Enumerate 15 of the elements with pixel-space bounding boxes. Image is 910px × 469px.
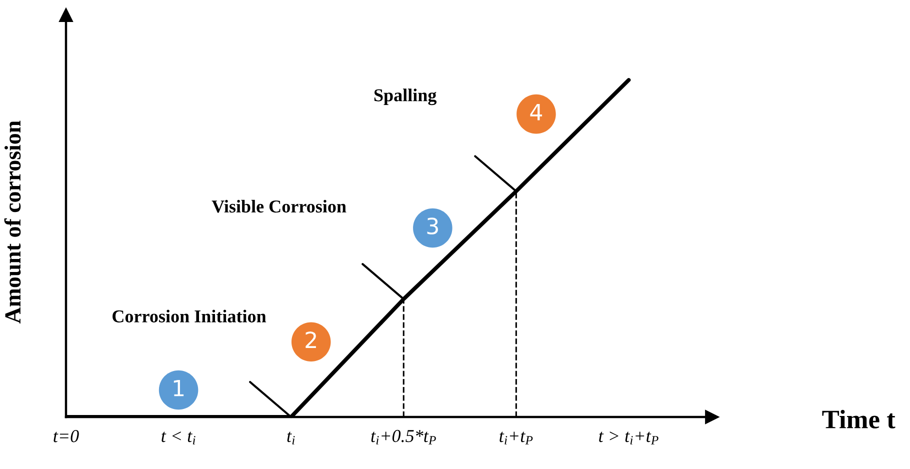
x-tick-label: t$_{i}$	[287, 432, 295, 444]
annotation: 3	[427, 218, 438, 234]
y-axis-title: Amount of corrosion	[4, 120, 21, 324]
annotation: 2	[306, 331, 316, 348]
annotation: 1	[174, 380, 184, 396]
x-tick-label: t > t$_{i}$+t$_{P}$	[599, 432, 658, 444]
annotation: Visible Corrosion	[212, 200, 346, 213]
x-tick-label: t=0	[54, 430, 79, 442]
x-axis-title: Time t	[822, 410, 896, 428]
x-tick-label: t < t$_{i}$	[162, 432, 196, 444]
x-tick-label: t$_{i}$+t$_{P}$	[500, 432, 533, 444]
x-tick-label: t$_{i}$+0.5*t$_{P}$	[371, 430, 436, 444]
annotation: 4	[530, 104, 542, 120]
annotation: Spalling	[374, 88, 437, 106]
annotation: Corrosion Initiation	[112, 310, 266, 322]
